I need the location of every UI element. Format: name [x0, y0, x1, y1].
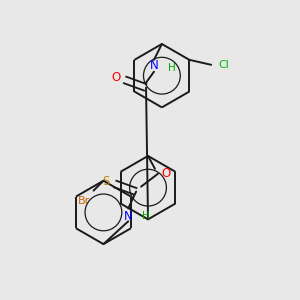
Text: Br: Br: [77, 196, 90, 206]
Text: O: O: [112, 71, 121, 84]
Text: Cl: Cl: [219, 60, 230, 70]
Text: H: H: [142, 212, 150, 221]
Text: H: H: [168, 63, 176, 73]
Text: N: N: [150, 59, 158, 72]
Text: N: N: [124, 210, 133, 223]
Text: S: S: [103, 175, 110, 188]
Text: O: O: [161, 167, 170, 180]
